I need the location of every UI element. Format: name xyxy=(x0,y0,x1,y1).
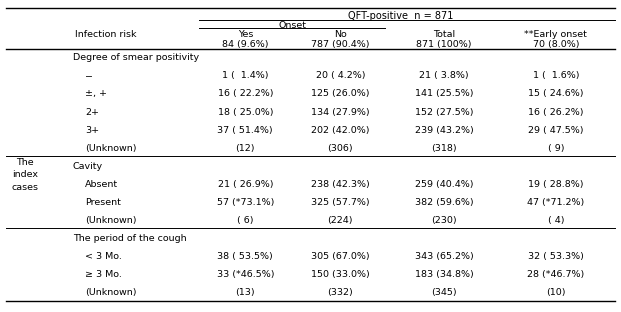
Text: The period of the cough: The period of the cough xyxy=(73,234,186,243)
Text: 1 (  1.6%): 1 ( 1.6%) xyxy=(533,71,579,80)
Text: 47 (*71.2%): 47 (*71.2%) xyxy=(527,198,584,207)
Text: 19 ( 28.8%): 19 ( 28.8%) xyxy=(528,180,584,189)
Text: 16 ( 26.2%): 16 ( 26.2%) xyxy=(528,108,584,116)
Text: ≥ 3 Mo.: ≥ 3 Mo. xyxy=(85,271,122,279)
Text: 134 (27.9%): 134 (27.9%) xyxy=(311,108,369,116)
Text: ±, +: ±, + xyxy=(85,90,107,98)
Text: Onset: Onset xyxy=(279,21,307,30)
Text: Cavity: Cavity xyxy=(73,162,103,171)
Text: The
index
cases: The index cases xyxy=(11,158,39,192)
Text: 2+: 2+ xyxy=(85,108,99,116)
Text: 37 ( 51.4%): 37 ( 51.4%) xyxy=(217,126,273,134)
Text: 84 (9.6%): 84 (9.6%) xyxy=(222,40,268,49)
Text: No: No xyxy=(334,30,347,39)
Text: QFT-positive  n = 871: QFT-positive n = 871 xyxy=(348,11,453,21)
Text: ( 4): ( 4) xyxy=(548,216,564,225)
Text: **Early onset: **Early onset xyxy=(524,30,587,39)
Text: Infection risk: Infection risk xyxy=(75,30,136,39)
Text: 183 (34.8%): 183 (34.8%) xyxy=(415,271,473,279)
Text: (345): (345) xyxy=(431,289,457,297)
Text: 38 ( 53.5%): 38 ( 53.5%) xyxy=(217,252,273,261)
Text: (332): (332) xyxy=(327,289,353,297)
Text: 871 (100%): 871 (100%) xyxy=(416,40,472,49)
Text: (10): (10) xyxy=(546,289,566,297)
Text: 32 ( 53.3%): 32 ( 53.3%) xyxy=(528,252,584,261)
Text: (12): (12) xyxy=(235,144,255,153)
Text: −: − xyxy=(85,71,93,80)
Text: ( 9): ( 9) xyxy=(548,144,564,153)
Text: 202 (42.0%): 202 (42.0%) xyxy=(311,126,369,134)
Text: 141 (25.5%): 141 (25.5%) xyxy=(415,90,473,98)
Text: 787 (90.4%): 787 (90.4%) xyxy=(311,40,369,49)
Text: (230): (230) xyxy=(431,216,457,225)
Text: (318): (318) xyxy=(431,144,457,153)
Text: (Unknown): (Unknown) xyxy=(85,144,137,153)
Text: Yes: Yes xyxy=(238,30,253,39)
Text: 259 (40.4%): 259 (40.4%) xyxy=(415,180,473,189)
Text: 70 (8.0%): 70 (8.0%) xyxy=(533,40,579,49)
Text: (Unknown): (Unknown) xyxy=(85,289,137,297)
Text: (306): (306) xyxy=(327,144,353,153)
Text: 57 (*73.1%): 57 (*73.1%) xyxy=(217,198,274,207)
Text: Absent: Absent xyxy=(85,180,118,189)
Text: 150 (33.0%): 150 (33.0%) xyxy=(311,271,369,279)
Text: < 3 Mo.: < 3 Mo. xyxy=(85,252,122,261)
Text: 382 (59.6%): 382 (59.6%) xyxy=(415,198,473,207)
Text: 21 ( 26.9%): 21 ( 26.9%) xyxy=(217,180,273,189)
Text: 152 (27.5%): 152 (27.5%) xyxy=(415,108,473,116)
Text: 20 ( 4.2%): 20 ( 4.2%) xyxy=(315,71,365,80)
Text: 21 ( 3.8%): 21 ( 3.8%) xyxy=(419,71,469,80)
Text: 1 (  1.4%): 1 ( 1.4%) xyxy=(222,71,268,80)
Text: 3+: 3+ xyxy=(85,126,99,134)
Text: 343 (65.2%): 343 (65.2%) xyxy=(415,252,473,261)
Text: 16 ( 22.2%): 16 ( 22.2%) xyxy=(217,90,273,98)
Text: 15 ( 24.6%): 15 ( 24.6%) xyxy=(528,90,584,98)
Text: Total: Total xyxy=(433,30,455,39)
Text: 18 ( 25.0%): 18 ( 25.0%) xyxy=(217,108,273,116)
Text: 305 (67.0%): 305 (67.0%) xyxy=(311,252,369,261)
Text: 325 (57.7%): 325 (57.7%) xyxy=(311,198,369,207)
Text: (224): (224) xyxy=(327,216,353,225)
Text: Present: Present xyxy=(85,198,121,207)
Text: 28 (*46.7%): 28 (*46.7%) xyxy=(527,271,584,279)
Text: 29 ( 47.5%): 29 ( 47.5%) xyxy=(528,126,584,134)
Text: (Unknown): (Unknown) xyxy=(85,216,137,225)
Text: 125 (26.0%): 125 (26.0%) xyxy=(311,90,369,98)
Text: 238 (42.3%): 238 (42.3%) xyxy=(311,180,369,189)
Text: 239 (43.2%): 239 (43.2%) xyxy=(415,126,473,134)
Text: (13): (13) xyxy=(235,289,255,297)
Text: Degree of smear positivity: Degree of smear positivity xyxy=(73,53,199,62)
Text: 33 (*46.5%): 33 (*46.5%) xyxy=(217,271,274,279)
Text: ( 6): ( 6) xyxy=(237,216,253,225)
